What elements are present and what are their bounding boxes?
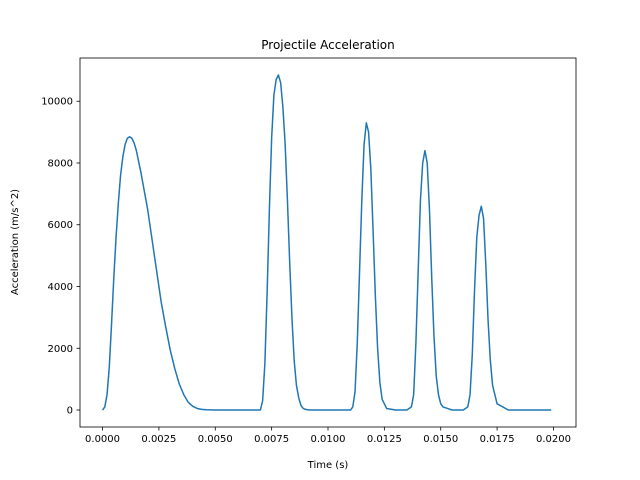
y-axis-label: Acceleration (m/s^2) <box>10 189 21 295</box>
y-tick-label: 10000 <box>41 97 73 108</box>
y-tick-label: 2000 <box>48 344 73 355</box>
y-tick-label: 4000 <box>48 282 73 293</box>
x-axis-label: Time (s) <box>307 460 349 471</box>
chart-title: Projectile Acceleration <box>261 38 395 52</box>
x-tick-label: 0.0050 <box>198 434 233 445</box>
x-tick-label: 0.0075 <box>254 434 289 445</box>
series-line <box>101 74 552 411</box>
series-layer <box>101 74 552 411</box>
x-tick-label: 0.0100 <box>311 434 346 445</box>
x-tick-label: 0.0025 <box>141 434 176 445</box>
plot-area <box>80 58 576 427</box>
y-axis-ticks: 0 2000 4000 6000 8000 10000 <box>41 97 80 417</box>
x-tick-label: 0.0000 <box>85 434 120 445</box>
y-tick-label: 6000 <box>48 220 73 231</box>
x-tick-label: 0.0150 <box>423 434 458 445</box>
x-tick-label: 0.0200 <box>536 434 571 445</box>
x-tick-label: 0.0175 <box>480 434 515 445</box>
y-tick-label: 0 <box>67 406 73 417</box>
x-axis-ticks: 0.0000 0.0025 0.0050 0.0075 0.0100 0.0125 0.01… <box>85 427 571 445</box>
x-tick-label: 0.0125 <box>367 434 402 445</box>
y-tick-label: 8000 <box>48 158 73 169</box>
